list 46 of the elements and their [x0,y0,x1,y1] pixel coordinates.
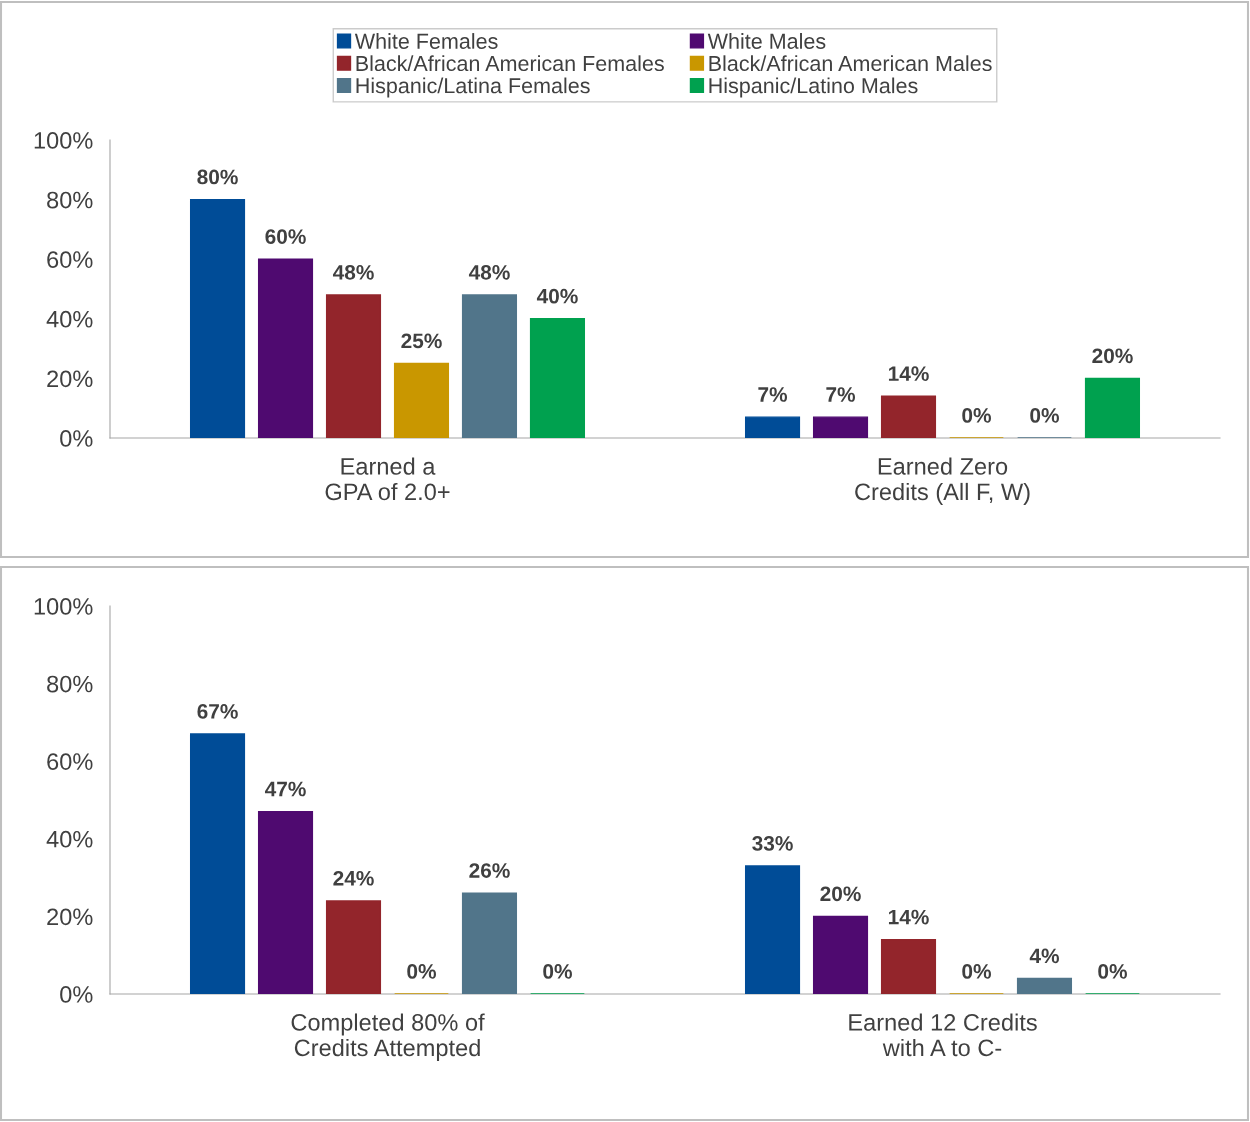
data-label: 4% [1029,948,1059,964]
legend-label: White Males [707,33,826,49]
data-label: 40% [536,288,578,304]
data-label: 14% [888,366,929,382]
data-label: 0% [543,964,572,979]
y-tick-label: 100% [34,598,93,615]
y-tick-label: 40% [46,830,93,848]
y-tick-label: 0% [60,430,93,447]
data-label: 0% [1098,964,1127,979]
y-tick-label: 20% [47,908,93,926]
data-label: 20% [820,886,861,902]
x-tick-label: Earned 12 Credits with A to C- [849,1013,1037,1057]
x-tick-label: Completed 80% of Credits Attempted [291,1013,485,1061]
y-tick-label: 20% [47,370,93,388]
y-tick-label: 60% [47,251,93,268]
x-tick-label: Earned a GPA of 2.0+ [325,457,450,501]
data-label: 20% [1092,348,1133,364]
data-label: 48% [468,264,510,280]
y-tick-label: 80% [47,675,93,693]
data-label: 0% [1030,408,1059,423]
legend-label: Black/African American Males [709,55,992,72]
data-label: 0% [962,964,991,979]
data-label: 14% [888,909,929,925]
y-tick-label: 80% [47,191,93,209]
legend-label: White Females [354,33,498,49]
y-tick-label: 40% [46,310,93,328]
data-label: 24% [333,870,374,886]
data-label: 48% [332,264,374,280]
legend-label: Hispanic/Latino Males [709,77,918,98]
data-label: 0% [962,408,991,423]
data-label: 47% [264,781,306,797]
data-label: 60% [265,229,306,244]
data-label: 7% [826,387,856,402]
data-label: 33% [752,835,793,851]
y-tick-label: 60% [47,753,93,770]
legend-label: Hispanic/Latina Females [356,77,590,98]
data-label: 25% [401,333,442,349]
data-label: 26% [469,863,510,878]
legend-label: Black/African American Females [356,55,664,72]
data-label: 7% [758,387,788,402]
x-tick-label: Earned Zero Credits (All F, W) [855,457,1030,505]
data-label: 67% [197,704,238,719]
data-label: 0% [407,964,436,979]
data-label: 80% [197,169,238,185]
y-tick-label: 100% [34,132,93,149]
y-tick-label: 0% [60,986,93,1003]
